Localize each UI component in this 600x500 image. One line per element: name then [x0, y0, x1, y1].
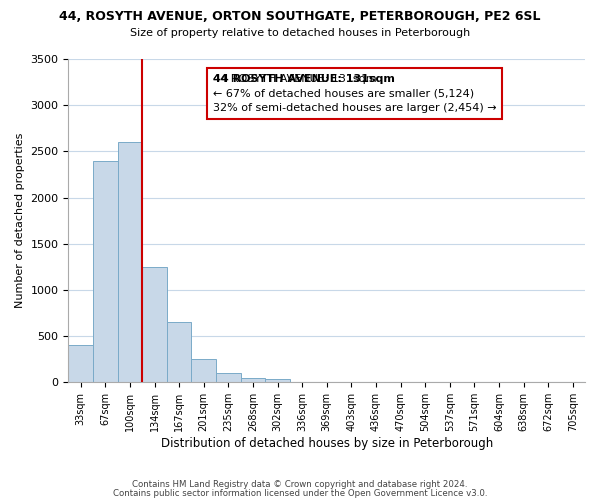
Bar [118, 142, 142, 382]
Text: 44 ROSYTH AVENUE: 131sqm
← 67% of detached houses are smaller (5,124)
32% of sem: 44 ROSYTH AVENUE: 131sqm ← 67% of detach… [213, 74, 497, 113]
Text: Size of property relative to detached houses in Peterborough: Size of property relative to detached ho… [130, 28, 470, 38]
Bar [93, 160, 118, 382]
Text: Contains HM Land Registry data © Crown copyright and database right 2024.: Contains HM Land Registry data © Crown c… [132, 480, 468, 489]
Bar [265, 379, 290, 382]
Text: 44, ROSYTH AVENUE, ORTON SOUTHGATE, PETERBOROUGH, PE2 6SL: 44, ROSYTH AVENUE, ORTON SOUTHGATE, PETE… [59, 10, 541, 23]
Bar [216, 373, 241, 382]
Text: 44 ROSYTH AVENUE: 131sqm: 44 ROSYTH AVENUE: 131sqm [213, 74, 395, 84]
X-axis label: Distribution of detached houses by size in Peterborough: Distribution of detached houses by size … [161, 437, 493, 450]
Text: Contains public sector information licensed under the Open Government Licence v3: Contains public sector information licen… [113, 488, 487, 498]
Y-axis label: Number of detached properties: Number of detached properties [15, 133, 25, 308]
Bar [167, 322, 191, 382]
Bar [142, 267, 167, 382]
Bar [241, 378, 265, 382]
Bar [68, 346, 93, 383]
Bar [191, 360, 216, 382]
